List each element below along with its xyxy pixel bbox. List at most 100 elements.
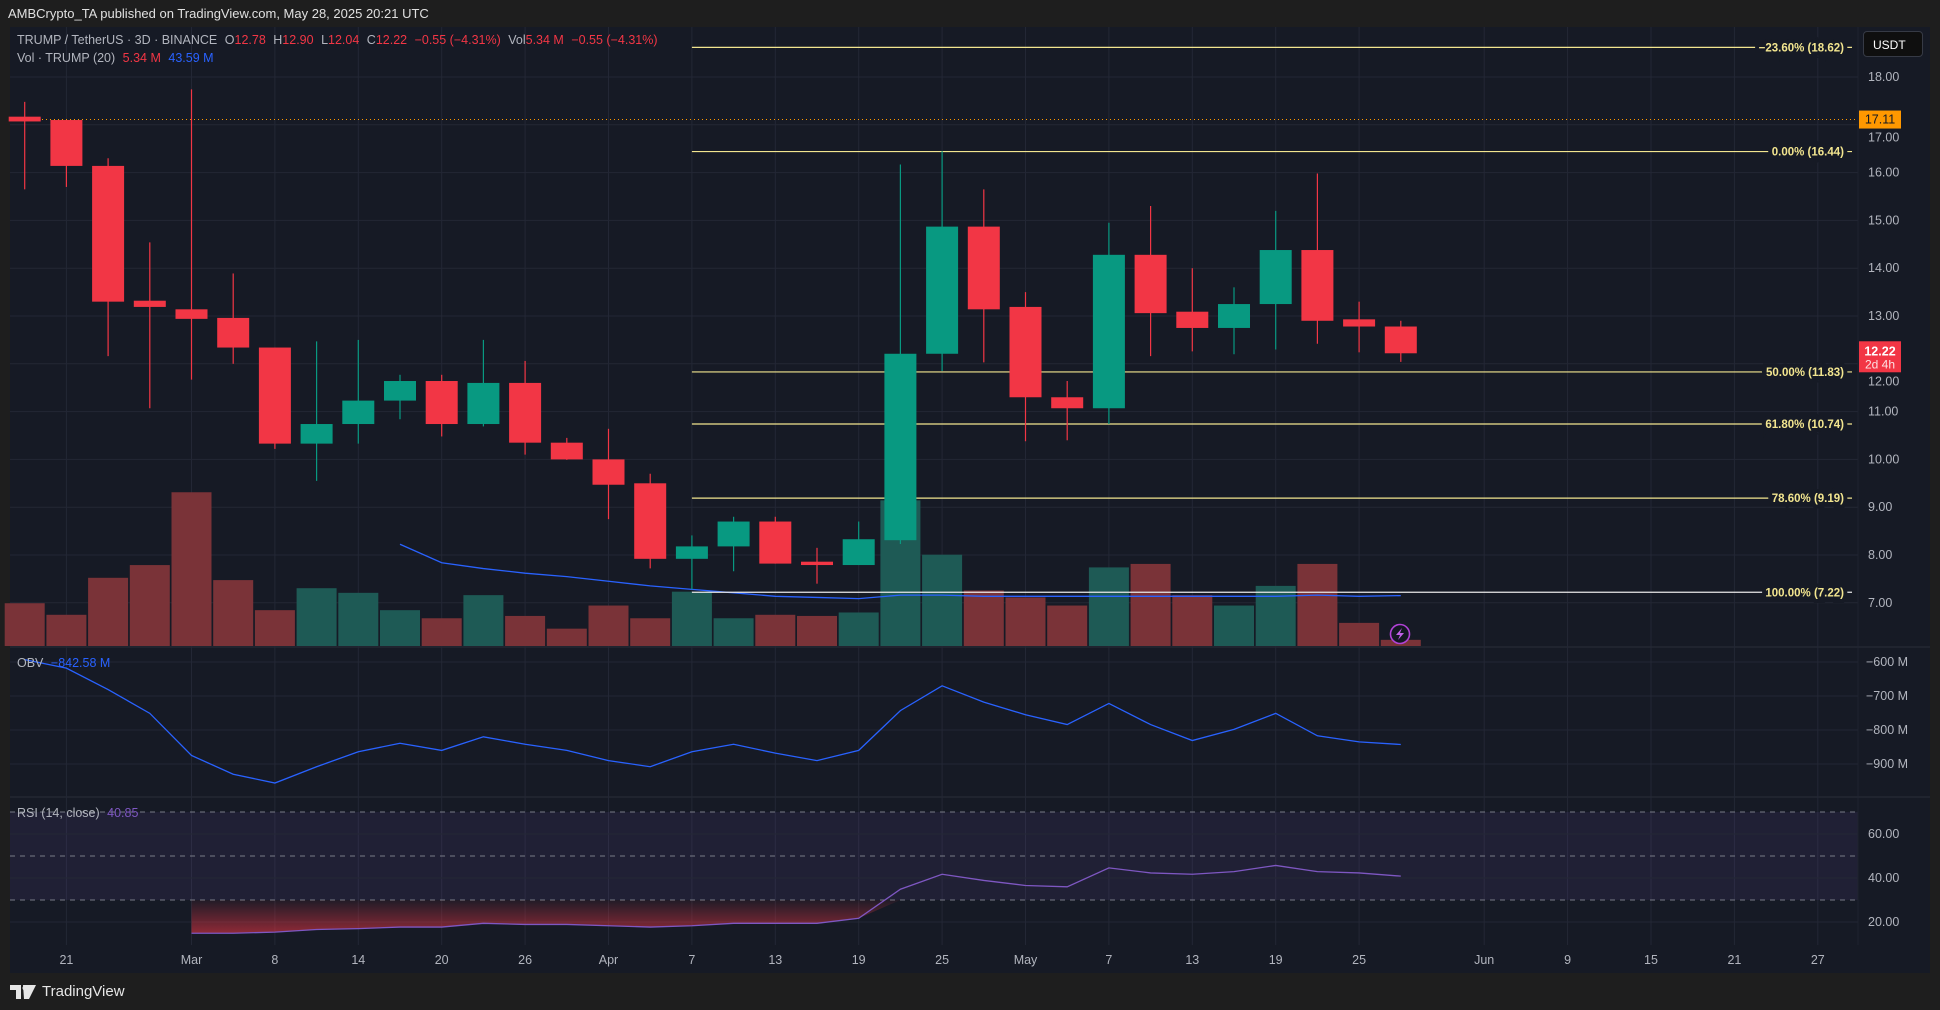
current-price-label: 12.22 — [1864, 344, 1895, 358]
obv-name[interactable]: OBV — [17, 656, 44, 670]
rsi-oversold-fill — [191, 900, 1401, 934]
volume-bar — [1339, 622, 1380, 646]
last-price-label: 17.11 — [1865, 113, 1895, 127]
price-axis-label: 13.00 — [1868, 309, 1899, 323]
obv-axis-label: −600 M — [1866, 655, 1908, 669]
candle-body — [1301, 250, 1334, 321]
candle-body — [1384, 326, 1417, 354]
x-axis-label: 25 — [1352, 953, 1366, 967]
obv-legend: OBV −842.58 M — [17, 656, 114, 671]
price-axis-label: 7.00 — [1868, 596, 1892, 610]
volume-bar — [1214, 605, 1254, 646]
candle-body — [634, 483, 667, 559]
volume-bar — [630, 618, 671, 646]
publish-info: AMBCrypto_TA published on TradingView.co… — [8, 6, 429, 21]
open-value: 12.78 — [234, 33, 266, 47]
price-axis-label: 9.00 — [1868, 500, 1892, 514]
candle-body — [1009, 306, 1042, 398]
volume-bar — [755, 614, 796, 646]
volume-bar — [1297, 563, 1338, 646]
price-axis-label: 11.00 — [1868, 405, 1898, 419]
candle-body — [884, 353, 917, 541]
close-value: 12.22 — [375, 33, 408, 47]
candle-body — [926, 226, 959, 354]
candle-body — [801, 561, 833, 566]
candle-body — [1092, 254, 1125, 409]
volume-bar — [797, 615, 837, 646]
currency-button[interactable]: USDT — [1863, 31, 1923, 57]
x-axis-label: May — [1014, 953, 1038, 967]
volume-bar — [1005, 597, 1046, 646]
candle-body — [675, 546, 708, 559]
candle-body — [133, 300, 166, 307]
volume-bar — [1172, 595, 1213, 646]
candle-body — [175, 309, 208, 319]
price-axis-label: 12.00 — [1868, 374, 1899, 388]
x-axis-label: 26 — [518, 953, 532, 967]
candle-body — [300, 424, 333, 444]
volume-legend: Vol · TRUMP (20) 5.34 M 43.59 M — [17, 51, 218, 66]
price-axis-label: 8.00 — [1868, 548, 1892, 562]
rsi-name[interactable]: RSI (14, close) — [17, 806, 100, 820]
x-axis-label: Mar — [181, 953, 203, 967]
volume-bar — [1255, 585, 1296, 646]
price-axis-label: 16.00 — [1868, 166, 1899, 180]
vol-label: Vol — [508, 33, 526, 47]
bar-countdown: 2d 4h — [1865, 357, 1895, 371]
x-axis-label: 15 — [1644, 953, 1658, 967]
volume-bar — [4, 603, 45, 646]
x-axis-label: 25 — [935, 953, 949, 967]
volume-bar — [463, 595, 504, 646]
candle-body — [342, 400, 375, 425]
tradingview-logo[interactable]: TradingView — [10, 983, 125, 1000]
candle-body — [717, 521, 750, 547]
candle-body — [1218, 304, 1250, 328]
x-axis-label: Jun — [1474, 953, 1494, 967]
x-axis-label: 7 — [688, 953, 695, 967]
symbol-legend: TRUMP / TetherUS · 3D · BINANCE O12.78 H… — [17, 33, 662, 48]
price-axis-label: 14.00 — [1868, 261, 1899, 275]
symbol-name[interactable]: TRUMP / TetherUS · 3D · BINANCE — [17, 33, 218, 47]
fib-level-label: 0.00% (16.44) — [1772, 147, 1844, 159]
volume-bar — [171, 492, 212, 646]
vol-change: −0.55 (−4.31%) — [571, 33, 658, 47]
volume-bar — [421, 618, 462, 646]
current-price-tag — [1859, 341, 1901, 373]
candle-body — [759, 521, 792, 564]
volume-bar — [963, 590, 1004, 646]
volume-indicator-value: 5.34 M — [122, 51, 161, 65]
x-axis-label: 27 — [1811, 953, 1825, 967]
candle-body — [258, 347, 291, 444]
candle-body — [92, 165, 125, 302]
price-axis-label: 10.00 — [1868, 452, 1899, 466]
close-label: C — [366, 33, 376, 47]
candle-body — [50, 120, 83, 166]
x-axis-label: 9 — [1564, 953, 1571, 967]
x-axis-label: 14 — [351, 953, 365, 967]
price-axis-label: 15.00 — [1868, 213, 1899, 227]
candle-body — [1259, 250, 1292, 305]
volume-bar — [338, 592, 379, 646]
x-axis-label: 7 — [1105, 953, 1112, 967]
change-value: −0.55 (−4.31%) — [414, 33, 501, 47]
candle-body — [384, 381, 416, 401]
obv-axis-label: −900 M — [1866, 757, 1908, 771]
volume-bar — [922, 554, 963, 646]
obv-axis-label: −800 M — [1866, 723, 1908, 737]
volume-bar — [1047, 605, 1088, 646]
obv-axis-label: −700 M — [1866, 689, 1908, 703]
candle-body — [592, 459, 625, 485]
x-axis-label: 20 — [435, 953, 449, 967]
volume-bar — [380, 610, 420, 646]
candle-body — [1343, 319, 1376, 327]
chart-frame[interactable] — [10, 27, 1930, 973]
lightning-icon-glyph — [1396, 628, 1404, 640]
volume-indicator-name[interactable]: Vol · TRUMP (20) — [17, 51, 116, 65]
low-label: L — [321, 33, 329, 47]
candle-body — [467, 382, 500, 425]
tradingview-brand: TradingView — [42, 983, 125, 1000]
candle-body — [1176, 311, 1209, 328]
candle-body — [8, 116, 41, 122]
x-axis-label: 8 — [271, 953, 278, 967]
